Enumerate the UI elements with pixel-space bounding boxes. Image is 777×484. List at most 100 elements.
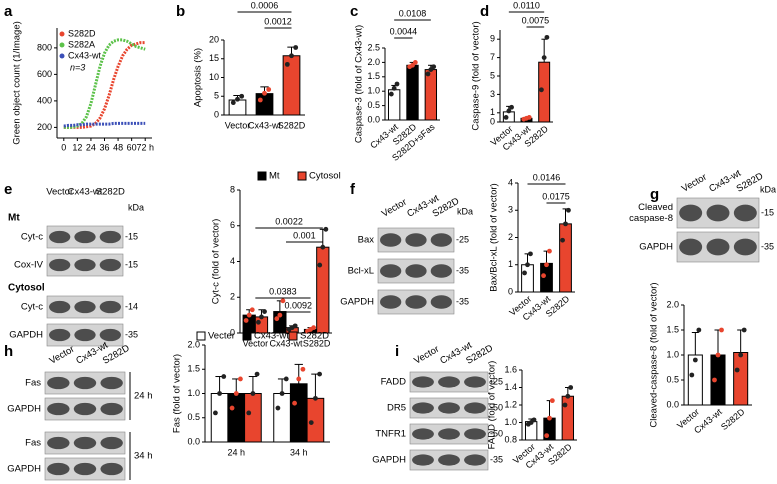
blot-heading: Cytosol [8,283,45,294]
bar [316,246,330,334]
y-tick-label: 4 [230,256,235,266]
blot-row-label: FADD [381,377,406,388]
data-point [308,420,314,425]
data-point [719,327,724,333]
blot-band [99,230,121,244]
bar [538,61,551,123]
data-point [394,81,400,87]
y-tick-label: 15 [209,53,219,63]
x-tick-label: Vector [225,120,251,130]
bar [289,383,308,443]
data-point [388,91,394,97]
blot-row-label: Fas [25,438,41,449]
lane-label: S282D [96,187,125,198]
data-point [696,327,702,333]
y-tick-label: 0 [214,109,219,119]
group-label: 24 h [134,391,153,402]
blot-band [380,295,402,309]
data-point [293,45,299,50]
annotation: n=3 [70,62,85,72]
data-point [689,372,695,378]
y-tick-label: 1.6 [504,364,517,374]
blot-band [405,264,427,278]
y-tick-label: 5 [490,70,495,80]
data-point [246,410,252,416]
significance-label: 0.0022 [275,216,303,226]
y-tick-label: 0.0 [367,114,380,124]
blot-band [733,204,757,222]
blot-band [430,295,452,309]
blot-band [430,233,452,247]
y-axis-label: Green object count (1/Image) [12,21,23,145]
data-point [544,433,550,439]
y-axis-label: Bax/Bcl-xL (fold of vector) [489,183,500,291]
mw-marker: -25 [490,376,503,386]
blot-row-label: GAPDH [372,455,406,466]
legend-label: Cx43-wt [68,50,102,60]
data-point [531,417,537,423]
blot-band [74,258,96,272]
y-tick-label: 1.0 [666,349,679,359]
panel-letter: h [4,343,13,360]
blot-row-label: GAPDH [639,242,673,253]
x-tick-label: Cx43-wt [269,338,303,348]
mw-marker: -35 [456,296,469,306]
x-tick-label: Vector [243,338,269,348]
bar [521,264,534,293]
blot-row-label: GAPDH [9,330,43,341]
significance-label: 0.0146 [533,172,561,182]
y-axis-label: Apoptosis (%) [193,48,204,107]
data-point [277,312,283,318]
bar [210,393,229,443]
data-point [323,226,329,232]
mw-marker: -35 [456,265,469,275]
blot-row-label: TNFR1 [375,429,406,440]
mw-marker: -50 [490,402,503,412]
x-tick-label: S282D [303,338,331,348]
blot-band [74,328,96,342]
blot-band [74,230,96,244]
legend-label: S282D [68,28,96,38]
blot-band [430,264,452,278]
blot-band [73,402,97,416]
legend-swatch [297,171,307,181]
data-point [539,87,544,93]
y-tick-label: 200 [37,122,52,132]
blot-band [49,328,71,342]
data-point [213,410,218,416]
data-point [311,325,316,331]
data-point [741,327,747,333]
blot-band [73,376,97,390]
panel-letter: c [350,3,358,20]
blot-band [99,258,121,272]
data-point [229,405,235,411]
data-point [217,391,222,396]
blot-band [380,264,402,278]
x-tick-label: 0 [61,142,66,152]
data-point [250,391,256,396]
blot-row-label: GAPDH [7,464,41,475]
y-tick-label: 2.0 [367,57,380,67]
data-point [300,366,306,372]
y-tick-label: 0.5 [187,412,200,422]
legend-marker [59,53,65,59]
data-point [544,262,549,268]
mw-marker: -25 [456,234,469,244]
blot-row-label: Cyt-c [21,232,43,243]
y-tick-label: 20 [209,34,219,44]
significance-label: 0.0383 [269,286,297,296]
mw-marker: -14 [125,301,138,311]
data-point [233,391,239,396]
data-point [562,402,568,408]
bar [406,64,419,121]
data-point [246,312,252,318]
legend-label: Cx43-wt [254,331,289,342]
blot-band [47,376,70,390]
bar [687,354,703,406]
mw-marker: -15 [125,231,138,241]
legend-swatch [257,171,267,181]
blot-band [100,462,123,476]
y-tick-label: 8 [230,184,235,194]
y-axis-label: Cleaved-caspase-8 (fold of vector) [649,282,660,427]
y-tick-label: 2 [508,232,513,242]
